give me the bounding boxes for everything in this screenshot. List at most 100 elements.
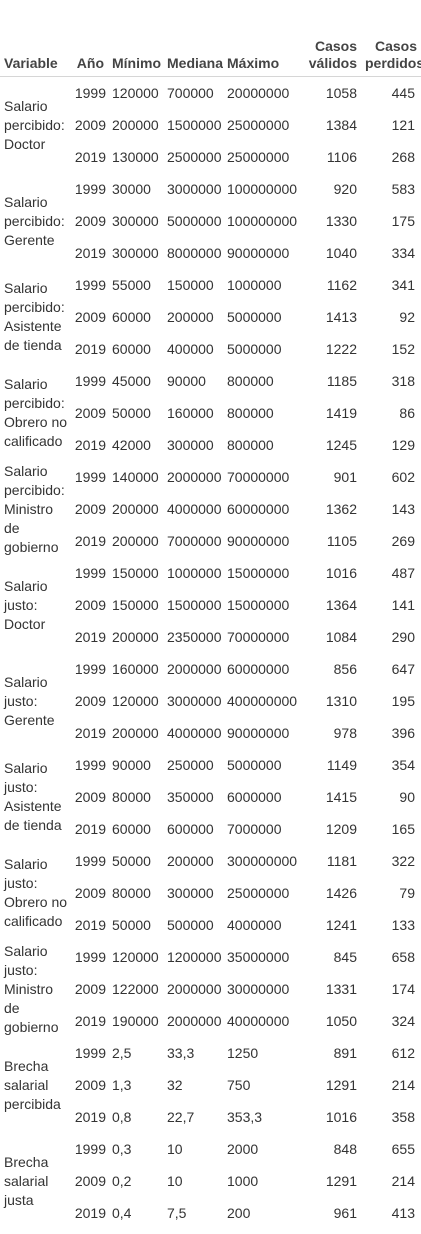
cell-min: 150000: [112, 597, 159, 613]
table-row: Salario percibido: Ministro de gobierno 1…: [0, 461, 421, 555]
cell-min: 60000: [112, 341, 151, 357]
cell-year: 1999: [74, 277, 106, 293]
cell-median: 7000000: [167, 533, 222, 549]
table-row: Salario percibido: Gerente 1999 30000 30000…: [0, 173, 421, 248]
table-row: 2019 300000 8000000 90000000 1040 334: [0, 237, 421, 269]
variable-label: Salario percibido: Asistente de tienda: [4, 280, 65, 353]
table-row: Brecha salarial justa 1999 0,3 10 2000 848 655: [0, 1133, 421, 1208]
cell-year: 2019: [74, 341, 106, 357]
variable-label: Salario justo: Asistente de tienda: [4, 760, 62, 833]
cell-min: 0,8: [112, 1109, 132, 1125]
cell-max: 5000000: [227, 757, 282, 773]
cell-valid-cases: 848: [333, 1141, 357, 1157]
cell-lost-cases: 174: [391, 981, 415, 997]
cell-median: 2500000: [167, 149, 222, 165]
variable-label: Salario justo: Gerente: [4, 673, 55, 728]
cell-max: 750: [227, 1077, 251, 1093]
cell-lost-cases: 334: [391, 245, 415, 261]
cell-min: 300000: [112, 245, 159, 261]
table-row: 2009 1,3 32 750 1291 214: [0, 1069, 421, 1101]
cell-lost-cases: 413: [391, 1205, 415, 1221]
cell-median: 4000000: [167, 725, 222, 741]
cell-year: 1999: [74, 1141, 106, 1157]
cell-median: 300000: [167, 885, 214, 901]
cell-year: 1999: [74, 469, 106, 485]
variable-label: Brecha salarial justa: [4, 1153, 49, 1208]
cell-min: 55000: [112, 277, 151, 293]
cell-median: 200000: [167, 309, 214, 325]
header-year: Año: [70, 0, 108, 77]
cell-valid-cases: 1415: [325, 789, 357, 805]
cell-max: 1000: [227, 1173, 259, 1189]
cell-year: 2019: [74, 437, 106, 453]
cell-valid-cases: 1058: [325, 85, 357, 101]
cell-median: 250000: [167, 757, 214, 773]
cell-year: 2009: [74, 213, 106, 229]
table-row: 2019 60000 600000 7000000 1209 165: [0, 813, 421, 845]
cell-lost-cases: 90: [399, 789, 415, 805]
cell-max: 30000000: [227, 981, 290, 997]
cell-median: 90000: [167, 373, 206, 389]
cell-year: 2009: [74, 309, 106, 325]
cell-year: 2019: [74, 149, 106, 165]
cell-min: 50000: [112, 853, 151, 869]
cell-valid-cases: 1105: [326, 533, 357, 549]
cell-median: 4000000: [167, 501, 222, 517]
cell-valid-cases: 1209: [325, 821, 357, 837]
cell-median: 3000000: [167, 693, 222, 709]
cell-lost-cases: 133: [391, 917, 415, 933]
cell-lost-cases: 445: [391, 85, 415, 101]
cell-min: 1,3: [112, 1077, 132, 1093]
cell-max: 400000000: [227, 693, 298, 709]
cell-year: 2009: [74, 693, 106, 709]
cell-lost-cases: 175: [391, 213, 415, 229]
variable-label: Salario justo: Obrero no calificado: [4, 856, 68, 929]
cell-valid-cases: 1331: [325, 981, 357, 997]
table-row: Salario justo: Gerente 1999 160000 2000000 6…: [0, 653, 421, 728]
cell-min: 2,5: [112, 1045, 132, 1061]
cell-min: 150000: [112, 565, 159, 581]
cell-year: 2009: [74, 597, 106, 613]
cell-valid-cases: 1149: [326, 757, 357, 773]
cell-lost-cases: 195: [391, 693, 415, 709]
cell-median: 600000: [167, 821, 214, 837]
cell-median: 160000: [167, 405, 214, 421]
cell-min: 200000: [112, 117, 159, 133]
cell-min: 200000: [112, 725, 159, 741]
cell-lost-cases: 602: [391, 469, 415, 485]
cell-valid-cases: 1050: [325, 1013, 357, 1029]
cell-max: 2000: [227, 1141, 259, 1157]
cell-lost-cases: 165: [391, 821, 415, 837]
cell-max: 1000000: [227, 277, 282, 293]
cell-min: 80000: [112, 789, 151, 805]
cell-valid-cases: 961: [333, 1205, 357, 1221]
table-row: 2019 200000 2350000 70000000 1084 290: [0, 621, 421, 653]
cell-lost-cases: 396: [391, 725, 415, 741]
cell-max: 15000000: [227, 565, 290, 581]
cell-median: 2000000: [167, 981, 222, 997]
cell-valid-cases: 845: [333, 949, 357, 965]
cell-median: 1000000: [167, 565, 222, 581]
table-row: 2019 0,8 22,7 353,3 1016 358: [0, 1101, 421, 1133]
cell-max: 100000000: [227, 181, 298, 197]
cell-lost-cases: 341: [391, 277, 415, 293]
cell-min: 200000: [112, 501, 159, 517]
cell-lost-cases: 612: [391, 1045, 415, 1061]
cell-year: 2019: [74, 245, 106, 261]
cell-year: 2009: [74, 117, 106, 133]
cell-year: 2019: [74, 725, 106, 741]
cell-max: 5000000: [227, 341, 282, 357]
header-median: Mediana: [163, 0, 223, 77]
cell-median: 3000000: [167, 181, 222, 197]
cell-min: 122000: [112, 981, 159, 997]
variable-label: Salario percibido: Doctor: [4, 97, 65, 152]
header-min: Mínimo: [108, 0, 163, 77]
cell-valid-cases: 1291: [325, 1173, 357, 1189]
cell-lost-cases: 79: [399, 885, 415, 901]
cell-lost-cases: 86: [399, 405, 415, 421]
cell-min: 0,3: [112, 1141, 132, 1157]
cell-valid-cases: 1413: [325, 309, 357, 325]
cell-year: 2009: [74, 885, 106, 901]
cell-valid-cases: 1181: [326, 853, 357, 869]
cell-max: 35000000: [227, 949, 290, 965]
